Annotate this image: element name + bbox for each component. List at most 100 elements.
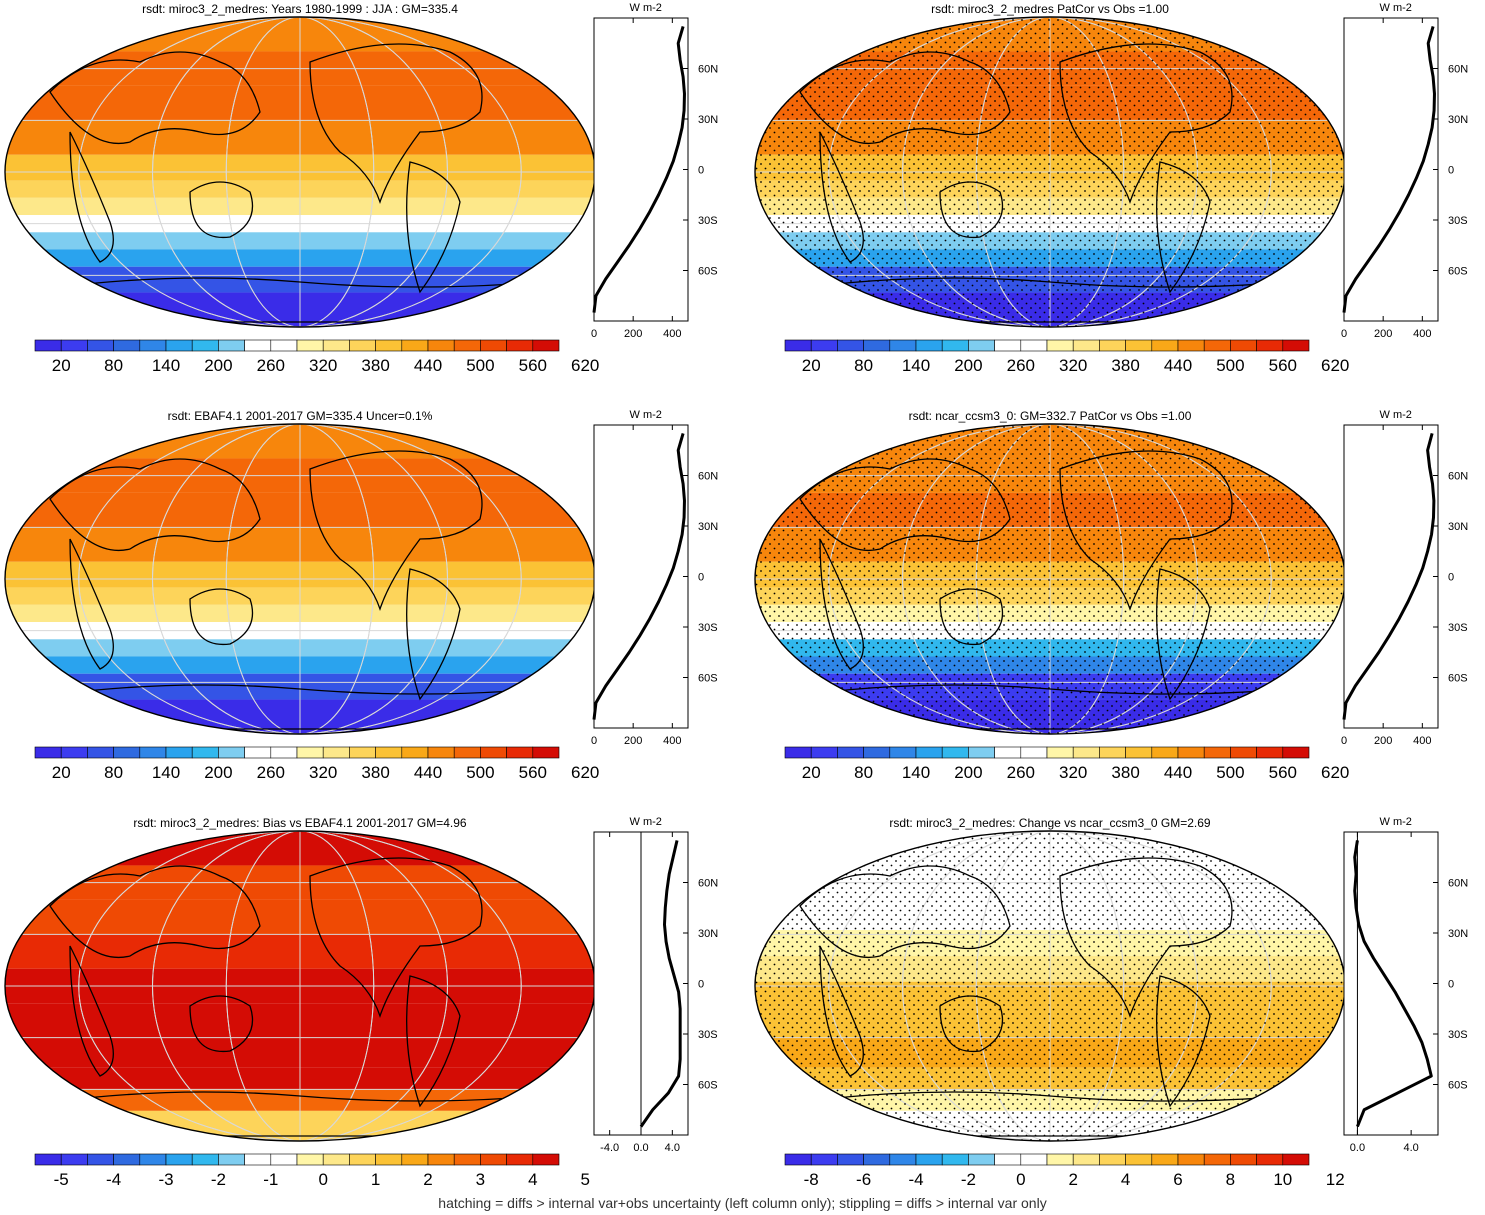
colorbar-swatch [349, 339, 376, 352]
colorbar-swatch [968, 339, 995, 352]
colorbar-swatch [1230, 339, 1257, 352]
colorbar-label: 10 [1273, 1170, 1292, 1189]
colorbar-label: 2 [1068, 1170, 1077, 1189]
coastline [189, 588, 254, 646]
profile-line [1342, 25, 1436, 313]
colorbar-swatch [1177, 1153, 1205, 1166]
coastline [69, 131, 114, 263]
colorbar-swatch [349, 746, 376, 759]
colorbar-swatch [191, 339, 219, 352]
colorbar-label: 80 [104, 763, 123, 782]
colorbar-swatch [401, 746, 429, 759]
colorbar-swatch [863, 746, 891, 759]
colorbar-label: 0 [318, 1170, 327, 1189]
colorbar-swatch [1282, 746, 1310, 759]
colorbar-swatch [1125, 339, 1153, 352]
coastline [49, 51, 261, 144]
colorbar-swatch [60, 746, 88, 759]
coastline [1156, 568, 1211, 701]
coastline [1059, 857, 1233, 1019]
colorbar-swatch [401, 339, 429, 352]
profile-ytick-label: 60N [698, 878, 718, 890]
colorbar-swatch [322, 746, 350, 759]
colorbar-label: 500 [466, 356, 494, 375]
profile-ytick-label: 60S [1448, 673, 1468, 685]
panel-5: rsdt: miroc3_2_medres: Bias vs EBAF4.1 2… [4, 816, 718, 1189]
colorbar-swatch [34, 746, 62, 759]
colorbar-label: 80 [104, 356, 123, 375]
colorbar-label: 200 [204, 763, 232, 782]
colorbar-label: 560 [1269, 356, 1297, 375]
colorbar-swatch [244, 339, 272, 352]
stipple-overlay [755, 424, 1345, 734]
colorbar-swatch [810, 339, 838, 352]
colorbar-swatch [113, 1153, 141, 1166]
profile-ytick-label: 60S [698, 673, 718, 685]
zonal-profile: W m-2 0 200 400 60N 30N 0 30S 60S [1341, 2, 1468, 340]
profile-units: W m-2 [630, 409, 662, 421]
colorbar-swatch [427, 339, 455, 352]
profile-ytick-label: 30N [1448, 114, 1468, 126]
coastline [189, 181, 254, 239]
profile-line [592, 25, 686, 313]
profile-xtick-label: 0.0 [1350, 1142, 1365, 1154]
colorbar-swatch [1099, 339, 1126, 352]
coastline [406, 568, 461, 701]
colorbar-label: 12 [1326, 1170, 1345, 1189]
colorbar-swatch [1256, 1153, 1284, 1166]
colorbar-swatch [941, 746, 969, 759]
colorbar-label: 620 [571, 763, 599, 782]
profile-ytick-label: 30S [1448, 215, 1468, 227]
profile-ytick-label: 0 [698, 979, 704, 991]
profile-xtick-label: 4.0 [665, 1142, 680, 1154]
colorbar-swatch [218, 339, 245, 352]
panel-title: rsdt: ncar_ccsm3_0: GM=332.7 PatCor vs O… [909, 409, 1192, 423]
colorbar-swatch [480, 339, 507, 352]
coastline [49, 458, 261, 551]
colorbar-swatch [296, 339, 324, 352]
colorbar-swatch [941, 339, 969, 352]
colorbar-swatch [480, 746, 507, 759]
profile-ytick-label: 0 [1448, 165, 1454, 177]
colorbar-swatch [139, 746, 167, 759]
colorbar-swatch [889, 1153, 917, 1166]
colorbar-swatch [1256, 746, 1284, 759]
colorbar-label: 380 [361, 763, 389, 782]
colorbar-swatch [296, 1153, 324, 1166]
colorbar-swatch [1230, 746, 1257, 759]
colorbar-label: 5 [580, 1170, 589, 1189]
colorbar-swatch [1099, 1153, 1126, 1166]
colorbar-swatch [453, 1153, 481, 1166]
graticule-lon [225, 424, 375, 734]
colorbar-swatch [915, 746, 943, 759]
profile-xtick-label: 200 [1374, 735, 1392, 747]
colorbar-label: 20 [802, 356, 821, 375]
colorbar-swatch [1256, 339, 1284, 352]
map [755, 17, 1345, 327]
profile-xtick-label: 400 [1413, 328, 1431, 340]
colorbar-swatch [296, 746, 324, 759]
profile-xtick-label: 400 [663, 328, 681, 340]
profile-units: W m-2 [630, 816, 662, 828]
profile-xtick-label: -4.0 [600, 1142, 619, 1154]
colorbar-label: -2 [961, 1170, 976, 1189]
colorbar-label: 3 [476, 1170, 485, 1189]
colorbar-label: 80 [854, 356, 873, 375]
profile-frame [1343, 424, 1439, 729]
coastline [799, 51, 1011, 144]
colorbar-swatch [1046, 1153, 1074, 1166]
profile-ytick-label: 60S [1448, 266, 1468, 278]
profile-ytick-label: 30S [698, 215, 718, 227]
colorbar-swatch [427, 1153, 455, 1166]
colorbar-swatch [915, 339, 943, 352]
colorbar-swatch [1046, 746, 1074, 759]
profile-frame [593, 17, 689, 322]
colorbar-label: -6 [856, 1170, 871, 1189]
profile-line [592, 432, 686, 720]
colorbar-swatch [375, 746, 403, 759]
colorbar-swatch [453, 746, 481, 759]
coastline [406, 975, 461, 1108]
panel-title: rsdt: miroc3_2_medres: Bias vs EBAF4.1 2… [133, 816, 466, 830]
zonal-profile: W m-2 0 200 400 60N 30N 0 30S 60S [1341, 409, 1468, 747]
colorbar-swatch [968, 1153, 995, 1166]
